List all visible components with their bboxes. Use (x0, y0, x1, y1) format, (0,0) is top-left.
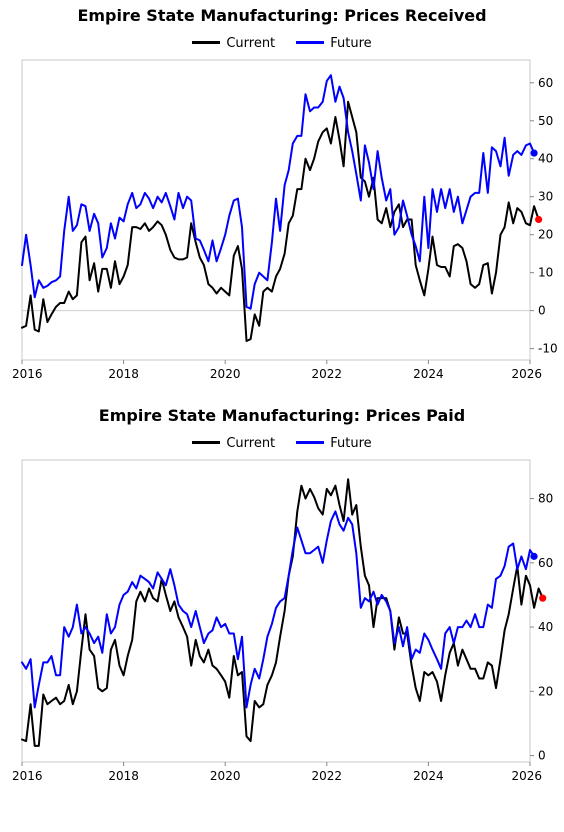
legend-swatch-future (296, 41, 325, 44)
chart-panel-prices-received: Empire State Manufacturing: Prices Recei… (0, 0, 564, 400)
x-tick-label: 2024 (413, 769, 444, 783)
x-tick-label: 2022 (312, 769, 343, 783)
series-line-future (21, 74, 536, 310)
legend-item-current: Current (192, 436, 275, 451)
y-tick-label: 30 (538, 190, 553, 204)
series-line-current (21, 100, 540, 342)
y-tick-label: 20 (538, 228, 553, 242)
y-tick-label: 20 (538, 684, 553, 698)
plot-frame (21, 459, 531, 763)
chart-title: Empire State Manufacturing: Prices Paid (98, 406, 466, 425)
legend-swatch-current (192, 41, 221, 44)
chart-plot-prices-received: -10 0 10 20 30 40 50 60 2016 2018 2020 2022 2024 2026 (12, 59, 558, 381)
x-tick-label: 2016 (12, 769, 43, 783)
legend-label-future: Future (330, 36, 372, 51)
x-tick-label: 2018 (108, 367, 139, 381)
legend-label-future: Future (330, 436, 372, 451)
y-tick-label: 0 (538, 749, 546, 763)
x-tick-label: 2018 (108, 769, 139, 783)
legend-item-future: Future (296, 436, 372, 451)
legend-item-current: Current (192, 36, 275, 51)
legend-label-current: Current (226, 36, 276, 51)
y-tick-label: 40 (538, 620, 553, 634)
y-tick-label: 0 (538, 304, 546, 318)
x-tick-label: 2020 (210, 367, 241, 381)
y-tick-label: 40 (538, 152, 553, 166)
y-tick-label: 60 (538, 76, 553, 90)
y-tick-label: -10 (538, 342, 558, 356)
y-tick-label: 10 (538, 266, 553, 280)
chart-title: Empire State Manufacturing: Prices Recei… (77, 6, 487, 25)
chart-legend: Current Future (0, 33, 564, 53)
y-tick-label: 80 (538, 492, 553, 506)
x-tick-label: 2024 (413, 367, 444, 381)
y-tick-label: 50 (538, 114, 553, 128)
legend-item-future: Future (296, 36, 372, 51)
legend-swatch-future (296, 441, 325, 444)
chart-panel-prices-paid: Empire State Manufacturing: Prices Paid … (0, 400, 564, 800)
series-end-marker-current (535, 215, 543, 224)
legend-swatch-current (192, 441, 221, 444)
series-line-current (21, 478, 544, 747)
x-tick-label: 2026 (511, 367, 542, 381)
plot-frame (21, 59, 531, 361)
x-tick-label: 2020 (210, 769, 241, 783)
series-end-marker-future (530, 149, 538, 157)
series-line-future (21, 510, 536, 709)
x-tick-label: 2026 (511, 769, 542, 783)
legend-label-current: Current (226, 436, 276, 451)
series-end-marker-current (539, 594, 547, 602)
series-end-marker-future (530, 552, 538, 560)
x-tick-label: 2016 (12, 367, 43, 381)
y-tick-label: 60 (538, 556, 553, 570)
chart-legend: Current Future (0, 433, 564, 453)
chart-plot-prices-paid: 0 20 40 60 80 2016 2018 2020 2022 2024 2026 (12, 459, 553, 783)
x-tick-label: 2022 (312, 367, 343, 381)
